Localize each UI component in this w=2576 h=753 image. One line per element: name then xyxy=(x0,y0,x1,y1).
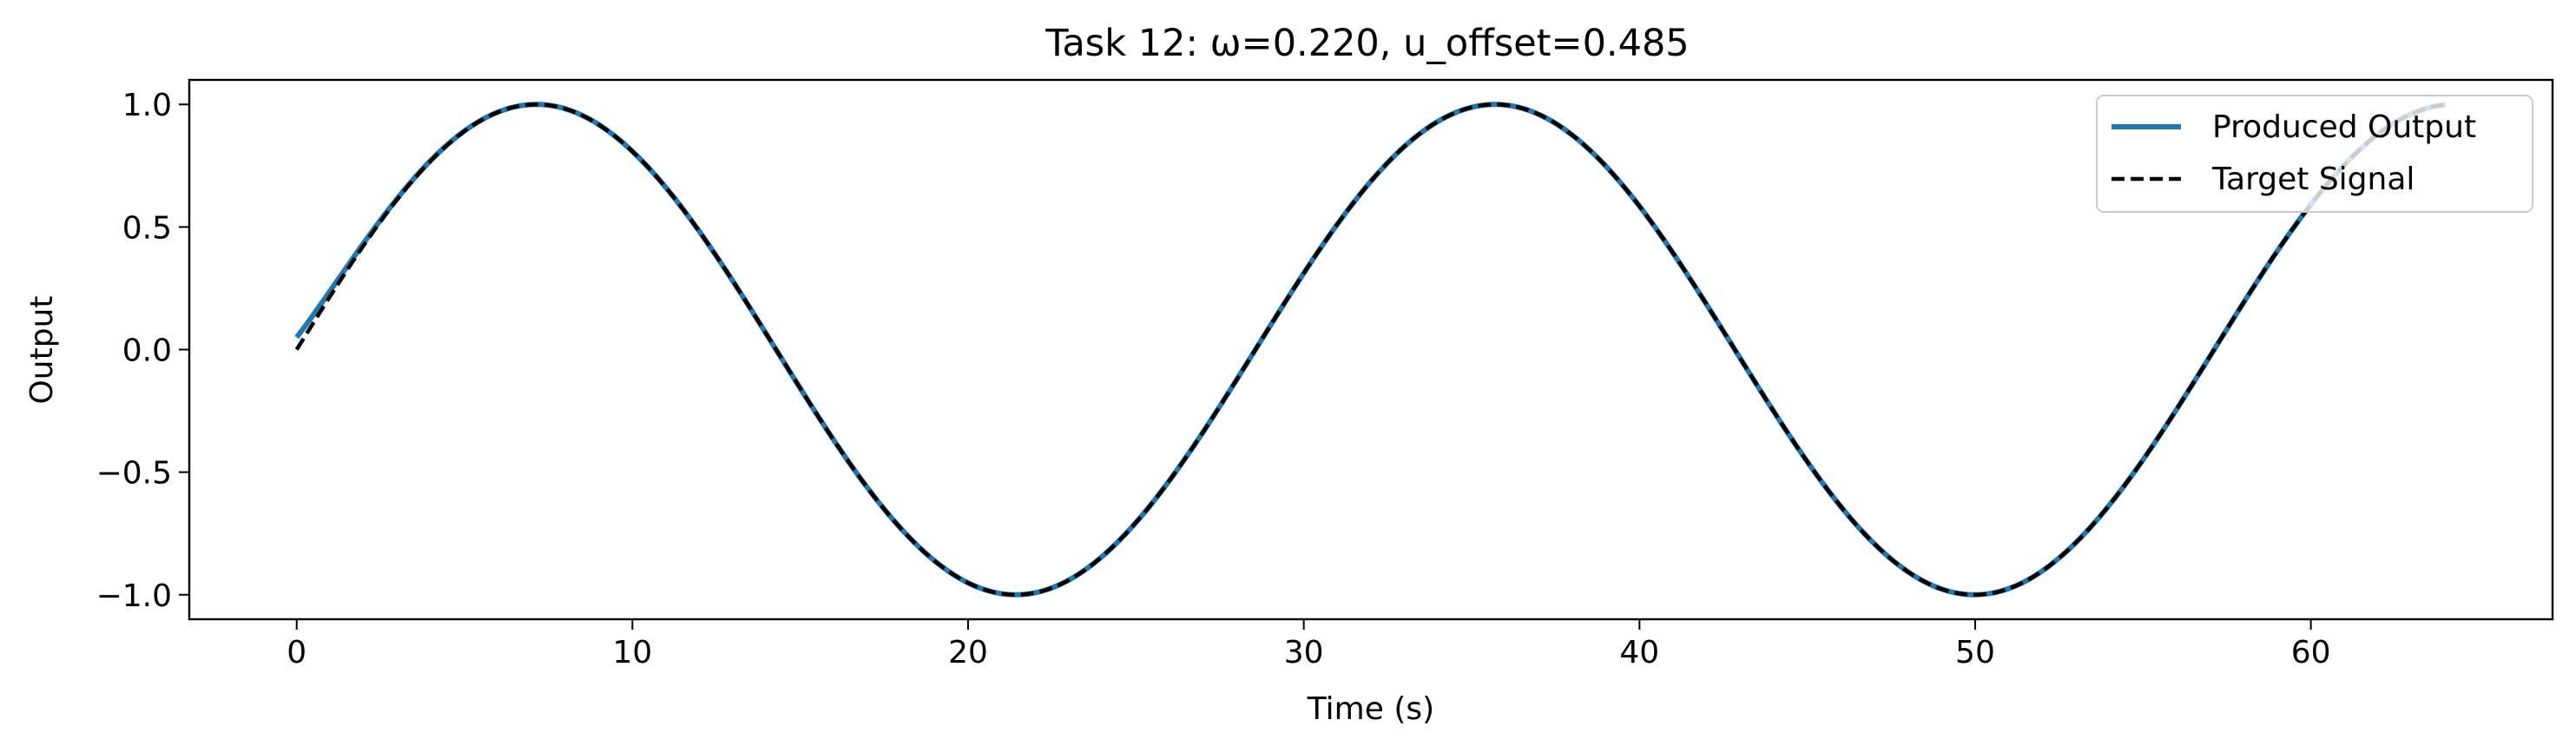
y-tick-label: −1.0 xyxy=(96,578,172,614)
y-tick-label: 1.0 xyxy=(122,88,172,123)
x-axis-label: Time (s) xyxy=(1307,691,1434,727)
x-tick-label: 20 xyxy=(948,635,988,670)
x-tick-label: 40 xyxy=(1619,635,1659,670)
x-tick-label: 10 xyxy=(612,635,652,670)
y-tick-label: 0.0 xyxy=(122,334,172,369)
plot-lines xyxy=(294,102,2446,598)
x-axis: 0 10 20 30 40 50 60 xyxy=(287,619,2331,670)
x-tick-label: 50 xyxy=(1955,635,1995,670)
x-tick-label: 30 xyxy=(1284,635,1324,670)
y-axis: 1.0 0.5 0.0 −0.5 −1.0 xyxy=(96,88,189,614)
legend-label-produced-output: Produced Output xyxy=(2212,109,2476,145)
y-tick-label: −0.5 xyxy=(96,456,172,492)
chart-title: Task 12: ω=0.220, u_offset=0.485 xyxy=(1044,22,1689,65)
x-tick-label: 0 xyxy=(287,635,306,670)
legend-box xyxy=(2096,95,2533,213)
series-line-target-signal xyxy=(294,102,2446,598)
y-axis-label: Output xyxy=(24,295,60,404)
y-tick-label: 0.5 xyxy=(122,210,172,246)
legend: Produced Output Target Signal xyxy=(2096,95,2533,213)
x-tick-label: 60 xyxy=(2291,635,2331,670)
legend-label-target-signal: Target Signal xyxy=(2211,162,2415,197)
